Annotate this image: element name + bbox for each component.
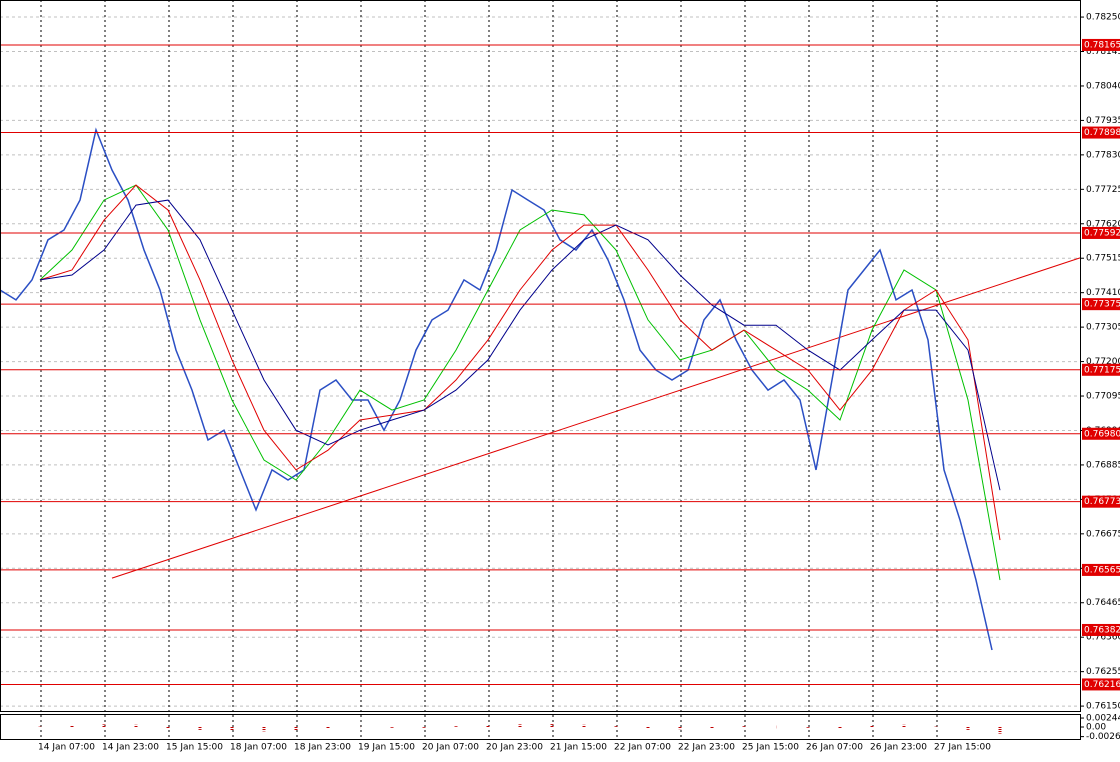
level-label: 0.76980 <box>1084 429 1120 439</box>
x-tick-label: 14 Jan 07:00 <box>38 743 95 753</box>
y-tick-label: 0.76675 <box>1086 529 1120 539</box>
x-tick-label: 20 Jan 23:00 <box>486 743 543 753</box>
x-tick-label: 26 Jan 07:00 <box>806 743 863 753</box>
level-label: 0.77898 <box>1084 128 1120 138</box>
level-tag <box>1082 38 1120 51</box>
y-tick-label: 0.76885 <box>1086 460 1120 470</box>
y-tick-label: 0.77935 <box>1086 116 1120 126</box>
y-tick-label: 0.77830 <box>1086 150 1120 160</box>
level-tag <box>1082 563 1120 576</box>
price-line <box>0 127 993 651</box>
y-tick-label: 0.77620 <box>1086 219 1120 229</box>
y-tick-label: 0.76465 <box>1086 598 1120 608</box>
level-label: 0.76773 <box>1084 497 1120 507</box>
x-tick-label: 22 Jan 23:00 <box>678 743 735 753</box>
x-tick-label: 27 Jan 15:00 <box>934 743 991 753</box>
level-tag <box>1082 298 1120 311</box>
y-tick-label: 0.77515 <box>1086 254 1120 264</box>
y-tick-label: 0.77725 <box>1086 185 1120 195</box>
level-tag <box>1082 363 1120 376</box>
y-tick-label: 0.77410 <box>1086 288 1120 298</box>
x-tick-label: 15 Jan 15:00 <box>166 743 223 753</box>
x-tick-label: 18 Jan 23:00 <box>294 743 351 753</box>
y-tick-label: 0.78040 <box>1086 81 1120 91</box>
y2-tick-label: -0.00262 <box>1086 732 1120 742</box>
y-tick-label: 0.76360 <box>1086 633 1120 643</box>
main-frame <box>0 0 1081 712</box>
level-label: 0.77175 <box>1084 365 1120 375</box>
level-label: 0.76216 <box>1084 680 1120 690</box>
x-tick-label: 21 Jan 15:00 <box>550 743 607 753</box>
x-tick-label: 22 Jan 07:00 <box>614 743 671 753</box>
y2-tick-label: 0.00244 <box>1086 714 1120 724</box>
y-tick-label: 0.78145 <box>1086 47 1120 57</box>
x-tick-label: 26 Jan 23:00 <box>870 743 927 753</box>
y-tick-label: 0.78250 <box>1086 13 1120 23</box>
y-tick-label: 0.77200 <box>1086 357 1120 367</box>
x-tick-label: 14 Jan 23:00 <box>102 743 159 753</box>
y2-tick-label: 0.00 <box>1086 723 1106 733</box>
level-label: 0.76382 <box>1084 625 1120 635</box>
level-tag <box>1082 495 1120 508</box>
level-label: 0.77375 <box>1084 300 1120 310</box>
x-tick-label: 18 Jan 07:00 <box>230 743 287 753</box>
level-label: 0.78165 <box>1084 40 1120 50</box>
y-tick-label: 0.77305 <box>1086 323 1120 333</box>
level-tag <box>1082 126 1120 139</box>
y-tick-label: 0.77095 <box>1086 392 1120 402</box>
x-tick-label: 19 Jan 15:00 <box>358 743 415 753</box>
x-tick-label: 20 Jan 07:00 <box>422 743 479 753</box>
level-tag <box>1082 678 1120 691</box>
level-label: 0.76565 <box>1084 565 1120 575</box>
y-tick-label: 0.76255 <box>1086 667 1120 677</box>
level-tag <box>1082 623 1120 636</box>
moving-average <box>39 184 1001 581</box>
level-label: 0.77592 <box>1084 228 1120 238</box>
level-tag <box>1082 226 1120 239</box>
moving-average <box>39 184 1001 541</box>
sub-frame <box>0 714 1081 740</box>
y-tick-label: 0.76150 <box>1086 702 1120 712</box>
level-tag <box>1082 427 1120 440</box>
x-tick-label: 25 Jan 15:00 <box>742 743 799 753</box>
